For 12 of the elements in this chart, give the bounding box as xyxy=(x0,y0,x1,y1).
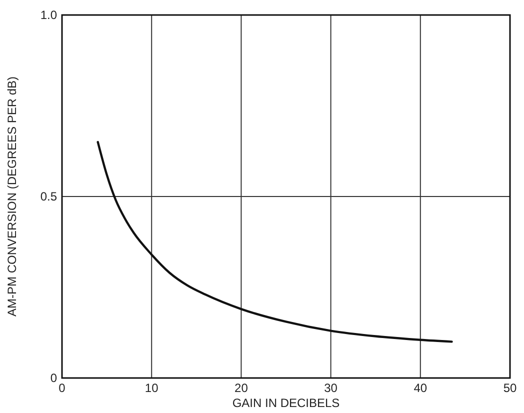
x-tick-label: 10 xyxy=(144,381,159,395)
line-series xyxy=(96,140,453,343)
x-tick-label: 50 xyxy=(503,381,517,395)
x-tick-label: 20 xyxy=(234,381,248,395)
y-tick-label: 0.5 xyxy=(40,190,58,204)
x-tick-label: 30 xyxy=(324,381,338,395)
y-tick-label: 0 xyxy=(50,371,58,385)
x-axis-title: GAIN IN DECIBELS xyxy=(232,396,340,410)
x-tick-label: 0 xyxy=(58,381,66,395)
y-axis-title: AM-PM CONVERSION (DEGREES PER dB) xyxy=(5,76,19,317)
x-tick-label: 40 xyxy=(414,381,428,395)
y-tick-label: 1.0 xyxy=(40,8,58,22)
